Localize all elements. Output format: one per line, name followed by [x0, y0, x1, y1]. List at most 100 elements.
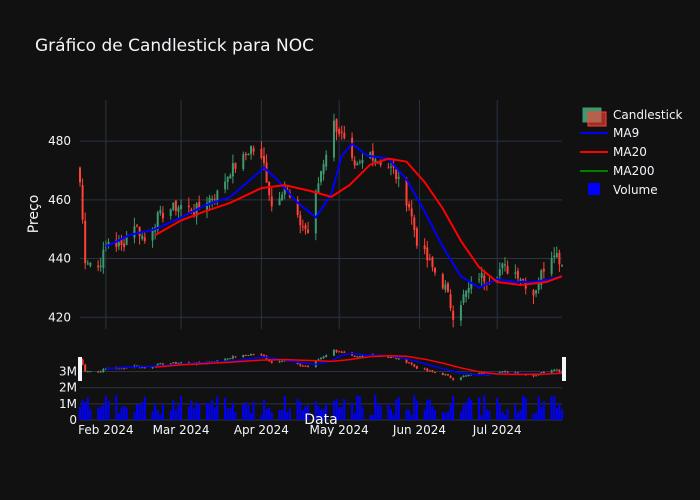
candle-body — [86, 263, 89, 265]
volume-bar — [514, 404, 517, 420]
range-slider-handle-right[interactable] — [562, 357, 566, 381]
legend-item-ma20[interactable]: MA20 — [580, 145, 647, 159]
volume-bar — [387, 403, 390, 420]
candle-body — [247, 153, 250, 156]
candle — [304, 223, 307, 235]
legend-item-ma200[interactable]: MA200 — [580, 164, 654, 178]
mini-candle-body — [99, 371, 102, 373]
candle — [141, 232, 144, 241]
candle — [449, 289, 452, 312]
mini-candle — [452, 377, 455, 381]
mini-candle — [260, 353, 263, 356]
mini-candle — [84, 363, 87, 373]
x-tick-labels: Feb 2024 Mar 2024 Apr 2024 May 2024 Jun 2024… — [78, 423, 522, 437]
candle — [268, 181, 271, 201]
mini-candle — [550, 369, 553, 374]
candle — [413, 214, 416, 238]
mini-candle-body — [506, 371, 509, 373]
candle — [89, 262, 92, 268]
candle — [535, 289, 538, 298]
candle — [265, 154, 268, 183]
volume-bar — [423, 409, 426, 420]
price-tick-label: 420 — [48, 310, 71, 324]
candle-body — [115, 240, 118, 247]
candle-body — [498, 269, 501, 276]
volume-bars — [79, 394, 563, 420]
volume-bar — [320, 409, 322, 420]
volume-bar — [213, 407, 216, 420]
range-slider-handle-left[interactable] — [78, 357, 82, 381]
volume-bar — [247, 405, 250, 420]
volume-bar — [177, 405, 180, 420]
candle-body — [213, 198, 216, 200]
mini-candle-body — [459, 377, 462, 380]
candle-body — [415, 228, 418, 246]
volume-bar — [446, 411, 449, 420]
candle-body — [174, 200, 177, 211]
mini-candle-body — [242, 355, 245, 358]
volume-bar — [81, 400, 84, 420]
candle — [133, 217, 136, 244]
legend-item-ma9[interactable]: MA9 — [580, 126, 639, 140]
volume-bar — [434, 410, 437, 420]
volume-bar — [537, 396, 540, 420]
price-plot-area — [80, 100, 562, 329]
mini-candle — [278, 360, 281, 363]
volume-bar — [535, 412, 538, 420]
mini-candle-body — [478, 373, 481, 375]
volume-bar — [161, 403, 164, 420]
candle — [107, 238, 110, 249]
legend-item-volume[interactable]: Volume — [588, 183, 658, 197]
candle — [325, 150, 328, 171]
candle — [174, 200, 177, 216]
candle-body — [265, 162, 268, 183]
mini-candle — [535, 375, 538, 377]
mini-candle-body — [353, 355, 356, 357]
volume-bar — [478, 397, 481, 420]
volume-bar — [444, 413, 447, 420]
mini-candle — [555, 368, 558, 371]
volume-bar — [325, 404, 328, 420]
mini-candle-body — [301, 365, 304, 367]
volume-bar — [288, 408, 291, 420]
mini-candle-body — [169, 363, 172, 365]
mini-candle-body — [104, 368, 107, 370]
candle — [102, 241, 105, 274]
mini-candle — [335, 349, 338, 353]
candle-body — [550, 258, 553, 274]
candle — [205, 196, 208, 219]
x-tick-label: Jun 2024 — [392, 423, 446, 437]
legend-label-ma20: MA20 — [613, 145, 647, 159]
volume-bar — [102, 405, 105, 420]
candle — [335, 118, 338, 141]
candle-body — [224, 181, 227, 190]
candle-body — [397, 176, 400, 179]
candle-body — [216, 190, 219, 202]
candle — [532, 288, 535, 305]
legend-item-candlestick[interactable]: Candlestick — [582, 107, 683, 127]
mini-candle-body — [428, 370, 431, 372]
volume-bar — [205, 402, 208, 420]
volume-bar — [123, 406, 126, 420]
candle — [353, 156, 356, 169]
volume-bar — [340, 406, 343, 420]
volume-bar — [216, 396, 219, 420]
mini-candle — [506, 370, 509, 373]
legend-candlestick-swatch-dec — [587, 111, 607, 127]
candle — [358, 159, 361, 165]
volume-bar — [470, 399, 473, 420]
candle — [332, 113, 335, 162]
candle-body — [314, 191, 317, 234]
mini-candle-body — [465, 375, 468, 377]
mini-candle — [478, 372, 481, 375]
volume-bar — [229, 408, 232, 420]
candle-body — [379, 160, 382, 165]
volume-bar — [332, 401, 335, 420]
mini-candle-body — [262, 355, 265, 357]
mini-candle-body — [320, 357, 322, 360]
mini-candle-body — [483, 373, 486, 375]
volume-bar — [286, 412, 289, 420]
mini-candle-body — [449, 375, 452, 378]
mini-candle-body — [226, 358, 229, 360]
mini-candle-body — [340, 351, 343, 353]
